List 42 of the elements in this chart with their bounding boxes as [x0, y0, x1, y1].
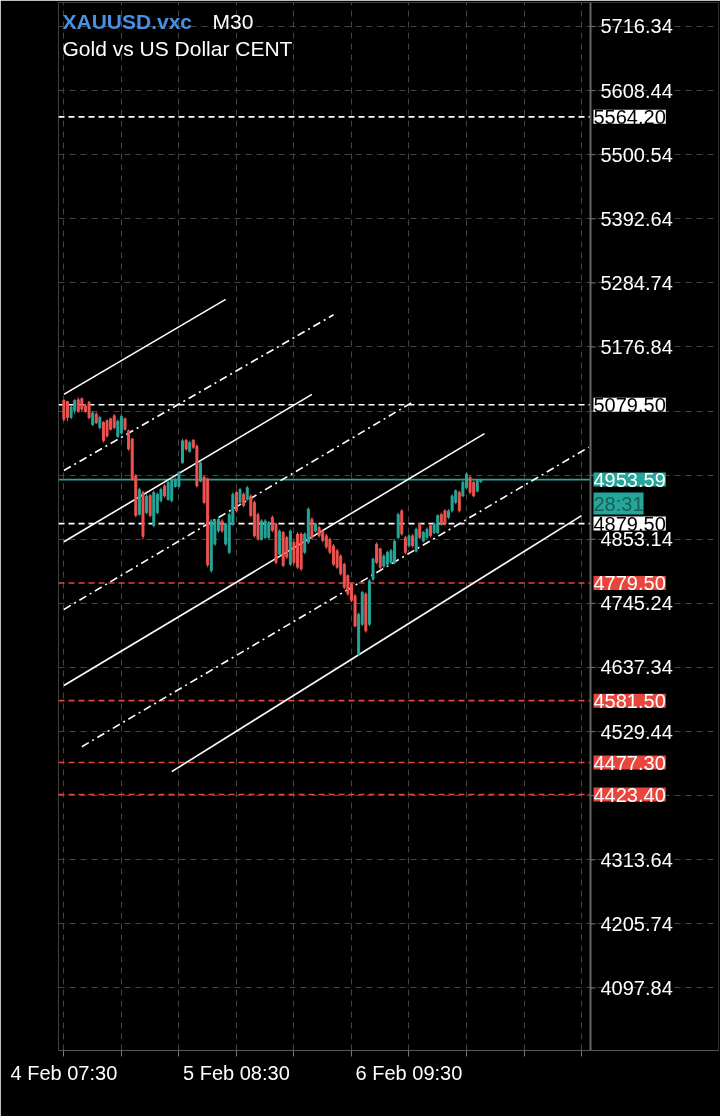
candlestick — [267, 520, 271, 540]
annotation: M30 — [212, 9, 254, 33]
y-tick-label: 5716.34 — [600, 15, 673, 38]
ref-line-label: 4581.50 — [593, 689, 666, 712]
x-tick-label: 6 Feb 09:30 — [355, 1061, 463, 1084]
text: 28:31 — [593, 492, 644, 515]
chart-title: XAUUSD.vxc — [62, 9, 193, 33]
candlestick — [234, 490, 238, 514]
candlestick — [116, 418, 120, 439]
ref-line-label: 4423.40 — [593, 783, 666, 806]
candlestick — [101, 420, 105, 444]
y-tick-label: 5500.54 — [600, 143, 673, 166]
candlestick — [400, 508, 404, 537]
y-tick-label: 4097.84 — [600, 976, 673, 999]
ref-line-label: 5079.50 — [593, 393, 666, 416]
candlestick — [278, 528, 282, 557]
text: Gold vs US Dollar CENT — [62, 36, 293, 60]
candlestick — [396, 512, 400, 540]
y-tick-label: 4745.24 — [600, 592, 673, 615]
ref-line-label: 4953.59 — [593, 468, 666, 491]
x-tick-label: 4 Feb 07:30 — [10, 1061, 118, 1084]
candlestick — [105, 418, 109, 439]
y-tick-label: 4529.44 — [600, 720, 673, 743]
y-tick-label: 4205.74 — [600, 912, 673, 935]
y-tick-label: 5176.84 — [600, 335, 673, 358]
y-tick-label: 4313.64 — [600, 848, 673, 871]
ref-line-label: 4779.50 — [593, 572, 666, 595]
y-tick-label: 5392.64 — [600, 207, 673, 230]
x-tick-label: 5 Feb 08:30 — [183, 1061, 290, 1084]
ref-line-label: 5564.20 — [593, 105, 666, 128]
candlestick — [375, 541, 379, 565]
y-tick-label: 4637.34 — [600, 656, 673, 679]
candlestick — [260, 518, 264, 542]
y-tick-label: 5284.74 — [600, 271, 673, 294]
ref-line-label: 4477.30 — [593, 751, 666, 774]
candlestick — [393, 538, 397, 565]
candlestick — [403, 535, 407, 555]
candlestick — [263, 518, 267, 540]
candlestick — [145, 493, 149, 515]
y-tick-label: 5608.44 — [600, 79, 673, 102]
candlestick — [181, 438, 184, 465]
candlestick — [468, 475, 472, 495]
